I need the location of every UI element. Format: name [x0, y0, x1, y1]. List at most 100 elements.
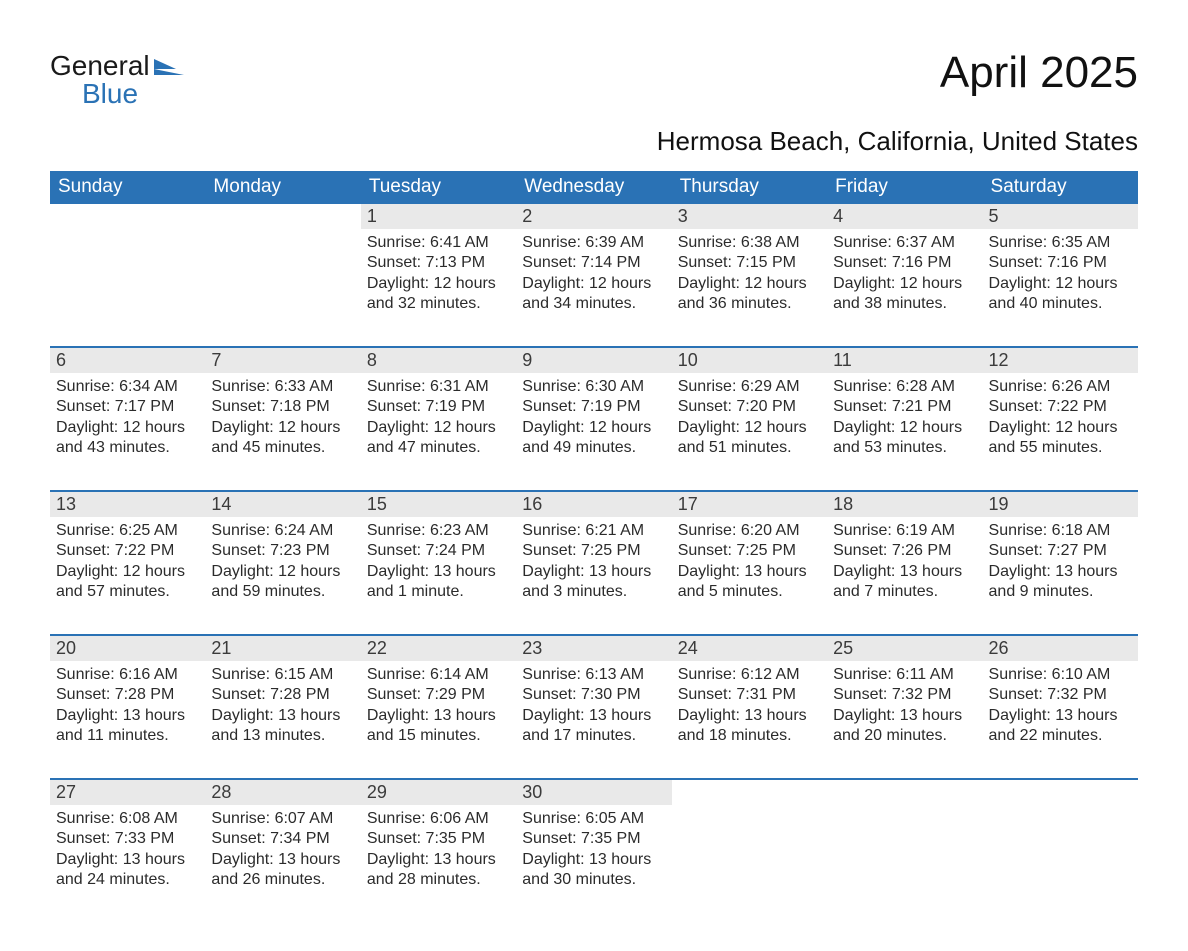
sunset-text: Sunset: 7:33 PM [56, 829, 199, 849]
sunset-text: Sunset: 7:29 PM [367, 685, 510, 705]
daylight-text: Daylight: 12 hours and 32 minutes. [367, 274, 510, 315]
day-number-cell: 19 [983, 491, 1138, 517]
daylight-text: Daylight: 12 hours and 59 minutes. [211, 562, 354, 603]
col-header: Wednesday [516, 171, 671, 204]
sunrise-text: Sunrise: 6:38 AM [678, 233, 821, 253]
daylight-text: Daylight: 13 hours and 15 minutes. [367, 706, 510, 747]
day-body-cell: Sunrise: 6:16 AMSunset: 7:28 PMDaylight:… [50, 661, 205, 779]
day-number-cell: 1 [361, 204, 516, 230]
day-number-cell: 10 [672, 347, 827, 373]
col-header: Tuesday [361, 171, 516, 204]
day-number-cell: 20 [50, 635, 205, 661]
sunrise-text: Sunrise: 6:39 AM [522, 233, 665, 253]
sunset-text: Sunset: 7:25 PM [678, 541, 821, 561]
logo: General Blue [50, 52, 184, 108]
sunrise-text: Sunrise: 6:07 AM [211, 809, 354, 829]
sunrise-text: Sunrise: 6:06 AM [367, 809, 510, 829]
day-body-cell: Sunrise: 6:38 AMSunset: 7:15 PMDaylight:… [672, 229, 827, 347]
sunset-text: Sunset: 7:17 PM [56, 397, 199, 417]
sunset-text: Sunset: 7:35 PM [522, 829, 665, 849]
sunrise-text: Sunrise: 6:18 AM [989, 521, 1132, 541]
daylight-text: Daylight: 13 hours and 26 minutes. [211, 850, 354, 891]
sunset-text: Sunset: 7:35 PM [367, 829, 510, 849]
location-subtitle: Hermosa Beach, California, United States [50, 126, 1138, 157]
day-number-cell: 12 [983, 347, 1138, 373]
sunset-text: Sunset: 7:25 PM [522, 541, 665, 561]
sunrise-text: Sunrise: 6:21 AM [522, 521, 665, 541]
logo-icon [154, 52, 184, 80]
daylight-text: Daylight: 13 hours and 17 minutes. [522, 706, 665, 747]
daylight-text: Daylight: 13 hours and 28 minutes. [367, 850, 510, 891]
sunset-text: Sunset: 7:32 PM [989, 685, 1132, 705]
daylight-text: Daylight: 12 hours and 57 minutes. [56, 562, 199, 603]
sunset-text: Sunset: 7:34 PM [211, 829, 354, 849]
day-number-cell [827, 779, 982, 805]
sunrise-text: Sunrise: 6:11 AM [833, 665, 976, 685]
day-body-cell: Sunrise: 6:07 AMSunset: 7:34 PMDaylight:… [205, 805, 360, 911]
day-number-cell: 7 [205, 347, 360, 373]
day-body-cell [827, 805, 982, 911]
daylight-text: Daylight: 13 hours and 3 minutes. [522, 562, 665, 603]
day-number-cell: 26 [983, 635, 1138, 661]
day-number-row: 20212223242526 [50, 635, 1138, 661]
day-body-cell [205, 229, 360, 347]
daylight-text: Daylight: 12 hours and 43 minutes. [56, 418, 199, 459]
day-body-cell [983, 805, 1138, 911]
sunset-text: Sunset: 7:22 PM [56, 541, 199, 561]
day-body-cell: Sunrise: 6:19 AMSunset: 7:26 PMDaylight:… [827, 517, 982, 635]
day-number-cell: 9 [516, 347, 671, 373]
sunset-text: Sunset: 7:16 PM [989, 253, 1132, 273]
day-body-cell: Sunrise: 6:41 AMSunset: 7:13 PMDaylight:… [361, 229, 516, 347]
sunrise-text: Sunrise: 6:20 AM [678, 521, 821, 541]
day-number-cell: 11 [827, 347, 982, 373]
daylight-text: Daylight: 12 hours and 40 minutes. [989, 274, 1132, 315]
day-number-cell [672, 779, 827, 805]
daylight-text: Daylight: 12 hours and 47 minutes. [367, 418, 510, 459]
day-number-cell [205, 204, 360, 230]
day-body-cell: Sunrise: 6:28 AMSunset: 7:21 PMDaylight:… [827, 373, 982, 491]
sunrise-text: Sunrise: 6:12 AM [678, 665, 821, 685]
day-body-cell: Sunrise: 6:13 AMSunset: 7:30 PMDaylight:… [516, 661, 671, 779]
day-number-cell: 23 [516, 635, 671, 661]
daylight-text: Daylight: 12 hours and 51 minutes. [678, 418, 821, 459]
day-number-cell: 6 [50, 347, 205, 373]
col-header: Monday [205, 171, 360, 204]
sunrise-text: Sunrise: 6:05 AM [522, 809, 665, 829]
daylight-text: Daylight: 13 hours and 22 minutes. [989, 706, 1132, 747]
day-number-cell: 24 [672, 635, 827, 661]
day-body-cell: Sunrise: 6:18 AMSunset: 7:27 PMDaylight:… [983, 517, 1138, 635]
day-number-row: 12345 [50, 204, 1138, 230]
sunrise-text: Sunrise: 6:23 AM [367, 521, 510, 541]
daylight-text: Daylight: 13 hours and 5 minutes. [678, 562, 821, 603]
day-body-cell: Sunrise: 6:25 AMSunset: 7:22 PMDaylight:… [50, 517, 205, 635]
day-body-cell: Sunrise: 6:08 AMSunset: 7:33 PMDaylight:… [50, 805, 205, 911]
day-body-cell: Sunrise: 6:15 AMSunset: 7:28 PMDaylight:… [205, 661, 360, 779]
day-number-cell: 16 [516, 491, 671, 517]
day-body-cell [672, 805, 827, 911]
day-number-row: 6789101112 [50, 347, 1138, 373]
day-number-row: 13141516171819 [50, 491, 1138, 517]
sunset-text: Sunset: 7:32 PM [833, 685, 976, 705]
day-number-cell: 15 [361, 491, 516, 517]
day-body-cell: Sunrise: 6:39 AMSunset: 7:14 PMDaylight:… [516, 229, 671, 347]
day-body-cell: Sunrise: 6:24 AMSunset: 7:23 PMDaylight:… [205, 517, 360, 635]
sunset-text: Sunset: 7:13 PM [367, 253, 510, 273]
day-body-row: Sunrise: 6:41 AMSunset: 7:13 PMDaylight:… [50, 229, 1138, 347]
day-body-cell: Sunrise: 6:26 AMSunset: 7:22 PMDaylight:… [983, 373, 1138, 491]
day-body-row: Sunrise: 6:34 AMSunset: 7:17 PMDaylight:… [50, 373, 1138, 491]
col-header: Friday [827, 171, 982, 204]
sunset-text: Sunset: 7:24 PM [367, 541, 510, 561]
sunrise-text: Sunrise: 6:29 AM [678, 377, 821, 397]
day-body-cell: Sunrise: 6:30 AMSunset: 7:19 PMDaylight:… [516, 373, 671, 491]
day-number-cell: 28 [205, 779, 360, 805]
daylight-text: Daylight: 12 hours and 34 minutes. [522, 274, 665, 315]
sunrise-text: Sunrise: 6:08 AM [56, 809, 199, 829]
calendar-table: Sunday Monday Tuesday Wednesday Thursday… [50, 171, 1138, 911]
day-body-cell: Sunrise: 6:10 AMSunset: 7:32 PMDaylight:… [983, 661, 1138, 779]
sunrise-text: Sunrise: 6:15 AM [211, 665, 354, 685]
day-body-cell: Sunrise: 6:06 AMSunset: 7:35 PMDaylight:… [361, 805, 516, 911]
logo-text-1: General [50, 52, 150, 80]
day-number-cell: 4 [827, 204, 982, 230]
sunset-text: Sunset: 7:16 PM [833, 253, 976, 273]
day-body-cell: Sunrise: 6:37 AMSunset: 7:16 PMDaylight:… [827, 229, 982, 347]
